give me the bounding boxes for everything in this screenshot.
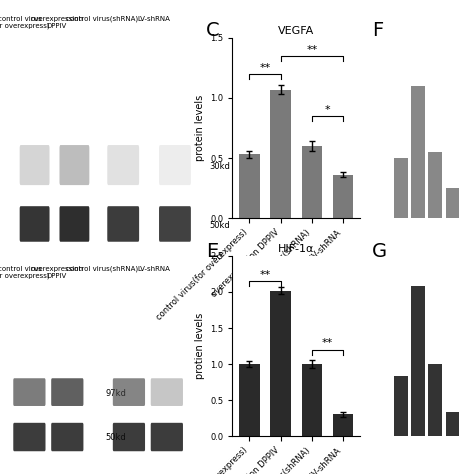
FancyBboxPatch shape [60,145,89,185]
Text: C: C [206,21,220,40]
Text: 50kd: 50kd [105,434,126,442]
Bar [302,146,322,218]
FancyBboxPatch shape [51,423,83,451]
Text: LV-shRNA: LV-shRNA [137,266,171,272]
Bar [411,286,425,436]
Bar [394,158,408,218]
Bar [271,90,291,218]
Text: F: F [372,21,383,40]
Text: control virus
(for overexpress): control virus (for overexpress) [0,266,49,279]
FancyBboxPatch shape [113,423,145,451]
Text: **: ** [322,338,333,348]
Text: **: ** [259,270,271,280]
Title: HIF-1α: HIF-1α [278,244,314,254]
Bar [394,376,408,436]
Text: overexpression
DPPIV: overexpression DPPIV [30,266,83,279]
Text: **: ** [259,63,271,73]
Bar [271,291,291,436]
Y-axis label: protein levels: protein levels [194,95,205,161]
Bar [446,188,459,218]
Text: 50kd: 50kd [210,221,230,229]
FancyBboxPatch shape [60,206,89,242]
Text: **: ** [306,45,318,55]
Title: VEGFA: VEGFA [278,26,314,36]
Bar [239,364,260,436]
Text: G: G [372,242,387,261]
Bar [428,364,442,436]
Bar [302,364,322,436]
Bar [333,175,353,218]
Bar [239,155,260,218]
FancyBboxPatch shape [51,378,83,406]
Text: E: E [206,242,219,261]
FancyBboxPatch shape [159,145,191,185]
Text: control virus(shRNA): control virus(shRNA) [66,266,138,273]
Bar [428,152,442,218]
FancyBboxPatch shape [159,206,191,242]
FancyBboxPatch shape [19,145,50,185]
Text: control virus(shRNA): control virus(shRNA) [66,16,138,22]
Text: LV-shRNA: LV-shRNA [137,16,171,22]
Text: overexpression
DPPIV: overexpression DPPIV [30,16,83,28]
Y-axis label: protien levels: protien levels [194,313,205,379]
FancyBboxPatch shape [19,206,50,242]
FancyBboxPatch shape [13,423,46,451]
Bar [446,412,459,436]
FancyBboxPatch shape [113,378,145,406]
Bar [411,86,425,218]
FancyBboxPatch shape [13,378,46,406]
FancyBboxPatch shape [107,206,139,242]
Text: *: * [325,105,330,115]
Text: 30kd: 30kd [210,162,231,171]
FancyBboxPatch shape [151,423,183,451]
FancyBboxPatch shape [107,145,139,185]
Text: control virus
(for overexpress): control virus (for overexpress) [0,16,49,29]
FancyBboxPatch shape [151,378,183,406]
Bar [333,414,353,436]
Text: 97kd: 97kd [105,389,126,398]
